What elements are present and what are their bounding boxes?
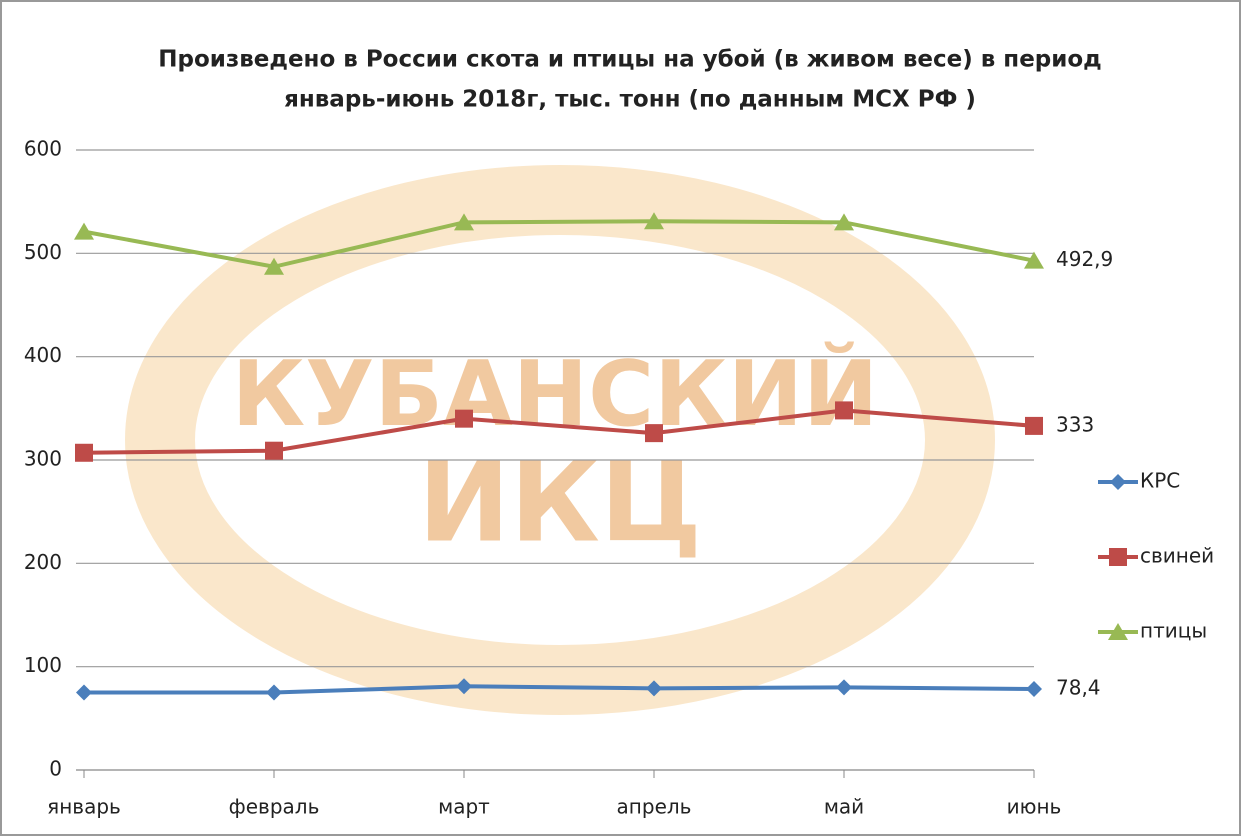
marker xyxy=(265,441,283,460)
data-label: 492,9 xyxy=(1056,247,1113,271)
marker xyxy=(836,679,852,696)
x-tick-label: июнь xyxy=(1007,795,1062,819)
y-tick-label: 100 xyxy=(24,653,62,677)
marker xyxy=(266,684,282,701)
watermark-text: ИКЦ xyxy=(418,438,702,566)
marker xyxy=(454,213,474,231)
legend-label: птицы xyxy=(1140,619,1207,643)
data-label: 333 xyxy=(1056,412,1094,436)
marker xyxy=(76,684,92,701)
marker xyxy=(456,678,472,695)
x-tick-label: февраль xyxy=(229,795,320,819)
marker xyxy=(834,213,854,231)
marker xyxy=(1108,623,1128,640)
watermark-text: КУБАНСКИЙ xyxy=(232,340,879,447)
y-tick-label: 200 xyxy=(24,550,62,574)
series-line xyxy=(84,684,1035,695)
marker xyxy=(455,409,473,428)
watermark-ring xyxy=(125,165,995,715)
marker xyxy=(75,443,93,462)
marker xyxy=(74,222,94,240)
x-tick-label: май xyxy=(824,795,864,819)
chart-title: январь-июнь 2018г, тыс. тонн (по данным … xyxy=(284,87,976,113)
marker xyxy=(1110,474,1126,490)
data-label: 78,4 xyxy=(1056,675,1101,699)
marker xyxy=(1025,416,1043,435)
marker xyxy=(644,212,664,230)
marker xyxy=(835,401,853,420)
y-tick-label: 400 xyxy=(24,343,62,367)
x-tick-label: январь xyxy=(47,795,121,819)
y-tick-label: 300 xyxy=(24,447,62,471)
y-tick-label: 500 xyxy=(24,240,62,264)
x-tick-label: апрель xyxy=(617,795,692,819)
legend-label: свиней xyxy=(1140,544,1214,568)
series-line xyxy=(83,408,1035,455)
x-tick-label: март xyxy=(438,795,490,819)
y-tick-label: 600 xyxy=(24,137,62,161)
marker xyxy=(645,424,663,443)
marker xyxy=(1026,680,1042,697)
marker xyxy=(1109,548,1127,566)
marker xyxy=(1024,251,1044,269)
series-line xyxy=(83,219,1035,269)
marker xyxy=(646,680,662,697)
legend-label: КРС xyxy=(1140,469,1180,493)
marker xyxy=(264,257,284,275)
chart-title: Произведено в России скота и птицы на уб… xyxy=(158,47,1102,73)
y-tick-label: 0 xyxy=(49,757,62,781)
